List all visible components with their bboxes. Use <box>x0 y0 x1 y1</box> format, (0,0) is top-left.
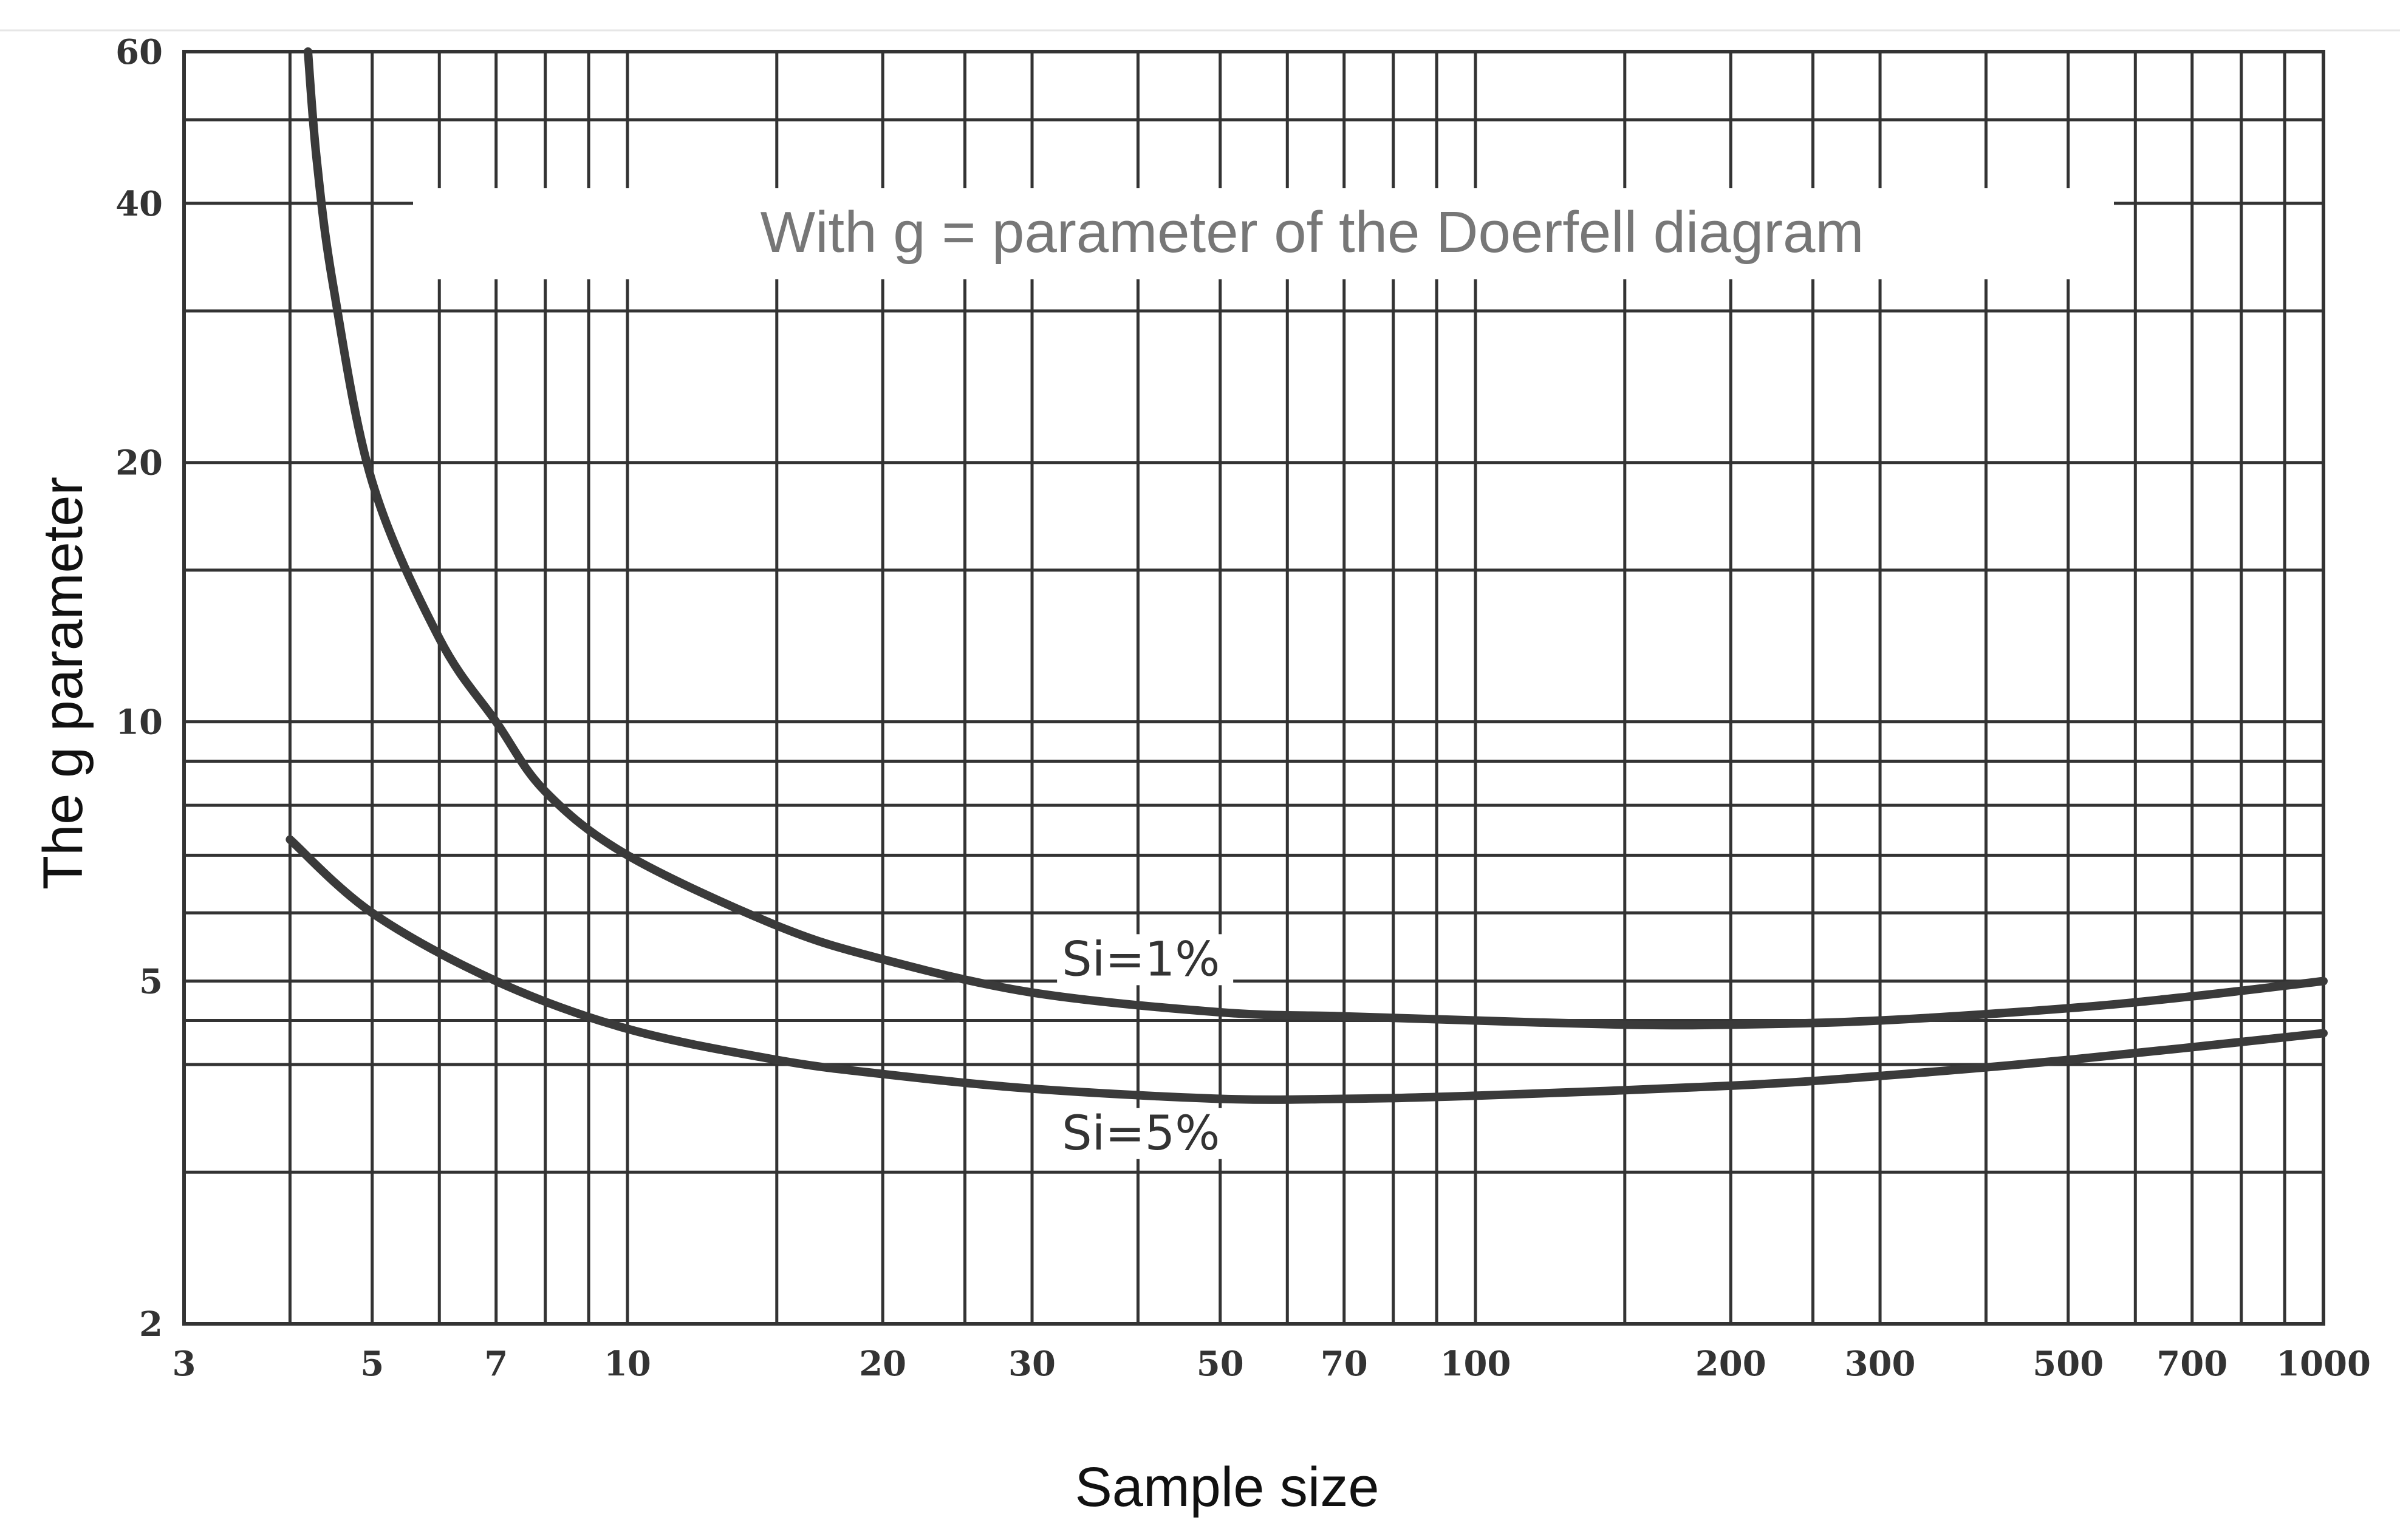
annotation-layer: With g = parameter of the Doerfell diagr… <box>413 188 2114 279</box>
x-tick-label: 300 <box>1845 1344 1916 1384</box>
series-label-si-1pct: Si=1% <box>1062 932 1220 987</box>
y-axis-title: The g parameter <box>32 477 94 890</box>
x-tick-label: 20 <box>859 1344 906 1384</box>
y-tick-label: 2 <box>139 1304 163 1344</box>
x-tick-label: 70 <box>1321 1344 1368 1384</box>
series-line-si-1pct <box>304 47 2328 1030</box>
y-tick-label: 40 <box>115 184 163 224</box>
x-tick-label: 1000 <box>2276 1344 2371 1384</box>
series-label-background <box>1057 1108 1234 1159</box>
series-label-background <box>1057 934 1234 986</box>
x-tick-label: 700 <box>2156 1344 2227 1384</box>
x-tick-label: 100 <box>1440 1344 1511 1384</box>
x-tick-label: 10 <box>604 1344 651 1384</box>
x-tick-label: 200 <box>1695 1344 1766 1384</box>
x-tick-label: 500 <box>2032 1344 2104 1384</box>
x-tick-label: 3 <box>173 1344 196 1384</box>
plot-border <box>182 50 2325 1326</box>
series-layer <box>285 47 2328 1104</box>
label-layer: 3 5 7 10 20 30 50 70 100 200 300 500 700 1000 2 5 10 20 40… <box>115 32 2371 1384</box>
chart-annotation: With g = parameter of the Doerfell diagr… <box>761 200 1864 265</box>
x-axis-title: Sample size <box>1075 1456 1379 1518</box>
series-line-si-5pct <box>285 835 2328 1104</box>
y-tick-label: 5 <box>139 962 163 1002</box>
x-tick-label: 30 <box>1008 1344 1056 1384</box>
y-tick-label: 20 <box>115 443 163 483</box>
x-tick-label: 50 <box>1197 1344 1244 1384</box>
x-tick-label: 5 <box>360 1344 384 1384</box>
x-tick-label: 7 <box>484 1344 508 1384</box>
series-label-si-5pct: Si=5% <box>1062 1106 1220 1161</box>
y-tick-label: 60 <box>115 32 163 72</box>
y-tick-label: 10 <box>115 703 163 743</box>
annotation-background <box>413 188 2114 279</box>
